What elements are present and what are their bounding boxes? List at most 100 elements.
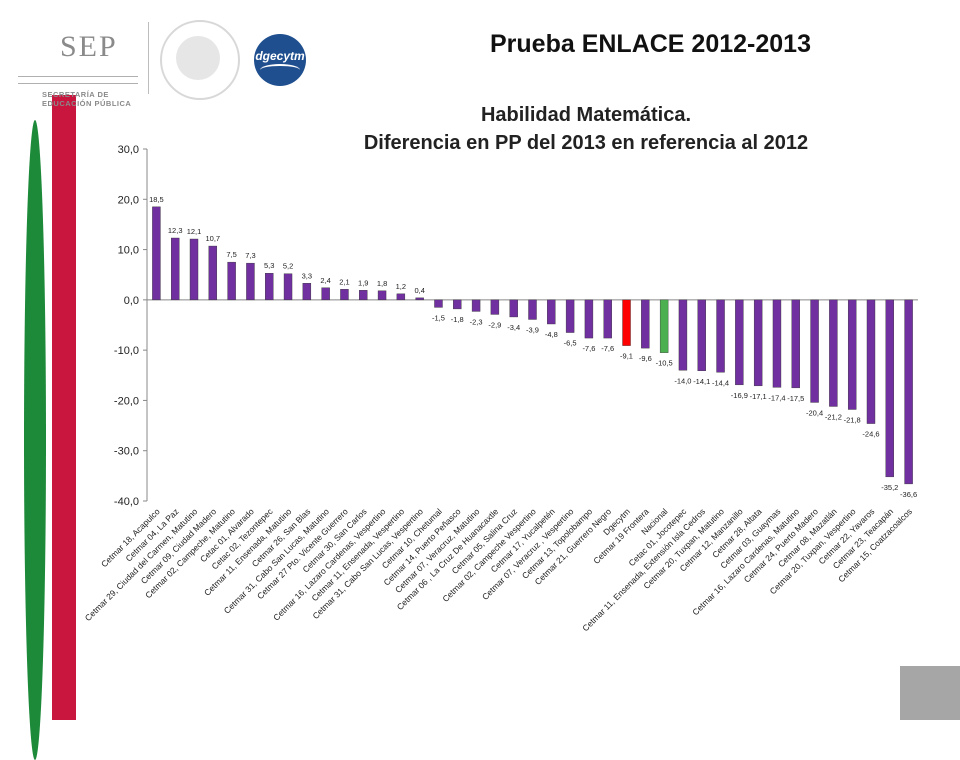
bar bbox=[791, 299, 800, 389]
bar bbox=[528, 299, 537, 320]
y-tick-label: -10,0 bbox=[114, 345, 139, 357]
sep-logo-subtitle-2: EDUCACIÓN PÚBLICA bbox=[42, 99, 132, 108]
data-label: -7,6 bbox=[601, 344, 614, 353]
data-label: 1,8 bbox=[377, 279, 387, 288]
data-label: -9,6 bbox=[639, 354, 652, 363]
bar bbox=[453, 299, 462, 310]
data-label: -35,2 bbox=[881, 483, 898, 492]
data-label: 2,4 bbox=[320, 276, 330, 285]
bar bbox=[866, 299, 876, 424]
bar bbox=[321, 287, 330, 301]
dgecytm-logo: dgecytm bbox=[254, 34, 306, 86]
national-seal-icon bbox=[160, 20, 240, 100]
bar bbox=[753, 299, 763, 387]
decorative-gray-corner bbox=[900, 666, 960, 720]
data-label: 18,5 bbox=[149, 195, 164, 204]
bar bbox=[490, 299, 500, 315]
dgecytm-wave-icon bbox=[260, 64, 300, 76]
bar bbox=[189, 238, 199, 301]
data-label: -17,4 bbox=[768, 393, 785, 402]
bar bbox=[359, 290, 368, 301]
data-label: -9,1 bbox=[620, 352, 633, 361]
data-label: -7,6 bbox=[582, 344, 595, 353]
logo-divider bbox=[148, 22, 149, 94]
y-tick-label: -20,0 bbox=[114, 395, 139, 407]
bar bbox=[810, 299, 819, 403]
dgecytm-logo-text: dgecytm bbox=[255, 49, 305, 63]
y-tick-label: 30,0 bbox=[118, 144, 139, 156]
data-label: -24,6 bbox=[862, 430, 879, 439]
bar bbox=[847, 299, 857, 410]
y-tick-label: -40,0 bbox=[114, 496, 139, 508]
bar bbox=[265, 273, 274, 301]
bar bbox=[829, 299, 838, 407]
bar bbox=[340, 289, 349, 301]
data-label: -3,4 bbox=[507, 323, 520, 332]
data-label: 5,3 bbox=[264, 261, 274, 270]
data-label: -4,8 bbox=[545, 330, 558, 339]
bar bbox=[471, 299, 481, 312]
data-label: -21,2 bbox=[825, 412, 842, 421]
data-label: -17,1 bbox=[750, 392, 767, 401]
bar bbox=[716, 299, 725, 373]
data-label: -17,5 bbox=[787, 394, 804, 403]
bar bbox=[396, 293, 406, 301]
data-label: -21,8 bbox=[844, 415, 861, 424]
y-tick-label: 20,0 bbox=[118, 194, 139, 206]
data-label: 7,3 bbox=[245, 251, 255, 260]
chart-subtitle: Diferencia en PP del 2013 en referencia … bbox=[363, 132, 809, 154]
sep-logo: SEP SECRETARÍA DE EDUCACIÓN PÚBLICA bbox=[18, 28, 138, 108]
sep-logo-lines bbox=[18, 76, 138, 84]
bar bbox=[377, 290, 387, 301]
national-seal-center bbox=[176, 36, 220, 80]
bar bbox=[622, 299, 631, 346]
data-label: 10,7 bbox=[206, 234, 221, 243]
data-label: -2,3 bbox=[470, 317, 483, 326]
bar bbox=[509, 299, 518, 318]
data-label: -20,4 bbox=[806, 408, 823, 417]
data-label: 12,1 bbox=[187, 227, 202, 236]
decorative-red-bar bbox=[52, 95, 76, 720]
data-label: 0,4 bbox=[414, 286, 424, 295]
data-label: -2,9 bbox=[488, 320, 501, 329]
bar bbox=[603, 299, 612, 339]
y-tick-label: 10,0 bbox=[118, 245, 139, 257]
bar-chart: 30,020,010,00,0-10,0-20,0-30,0-40,018,5C… bbox=[83, 144, 918, 633]
data-label: 12,3 bbox=[168, 226, 183, 235]
data-label: 3,3 bbox=[302, 271, 312, 280]
y-tick-label: -30,0 bbox=[114, 446, 139, 458]
bar bbox=[659, 299, 669, 353]
bar bbox=[434, 299, 443, 308]
bar bbox=[641, 299, 650, 349]
bar bbox=[547, 299, 556, 325]
data-label: -14,1 bbox=[693, 377, 710, 386]
bar bbox=[735, 299, 744, 386]
bar bbox=[152, 206, 161, 301]
data-label: -14,0 bbox=[674, 376, 691, 385]
bar bbox=[302, 283, 312, 301]
bar bbox=[415, 297, 424, 301]
sep-logo-subtitle-1: SECRETARÍA DE bbox=[42, 90, 109, 99]
y-tick-label: 0,0 bbox=[124, 295, 139, 307]
data-label: 5,2 bbox=[283, 262, 293, 271]
data-label: 1,2 bbox=[396, 282, 406, 291]
bar bbox=[584, 299, 594, 339]
bar bbox=[772, 299, 782, 388]
bar bbox=[885, 299, 894, 478]
data-label: 1,9 bbox=[358, 278, 368, 287]
page-title: Prueba ENLACE 2012-2013 bbox=[490, 30, 811, 58]
chart-title: Habilidad Matemática. bbox=[480, 104, 692, 126]
bar bbox=[246, 262, 255, 301]
bar bbox=[227, 261, 236, 301]
bar bbox=[904, 299, 913, 485]
data-label: -3,9 bbox=[526, 325, 539, 334]
bar bbox=[565, 299, 575, 333]
data-label: -1,8 bbox=[451, 315, 464, 324]
data-label: -36,6 bbox=[900, 490, 917, 499]
bar bbox=[171, 237, 180, 301]
bar bbox=[283, 273, 293, 301]
bar bbox=[678, 299, 688, 371]
data-label: -14,4 bbox=[712, 378, 729, 387]
data-label: 7,5 bbox=[226, 250, 236, 259]
data-label: -10,5 bbox=[656, 359, 673, 368]
